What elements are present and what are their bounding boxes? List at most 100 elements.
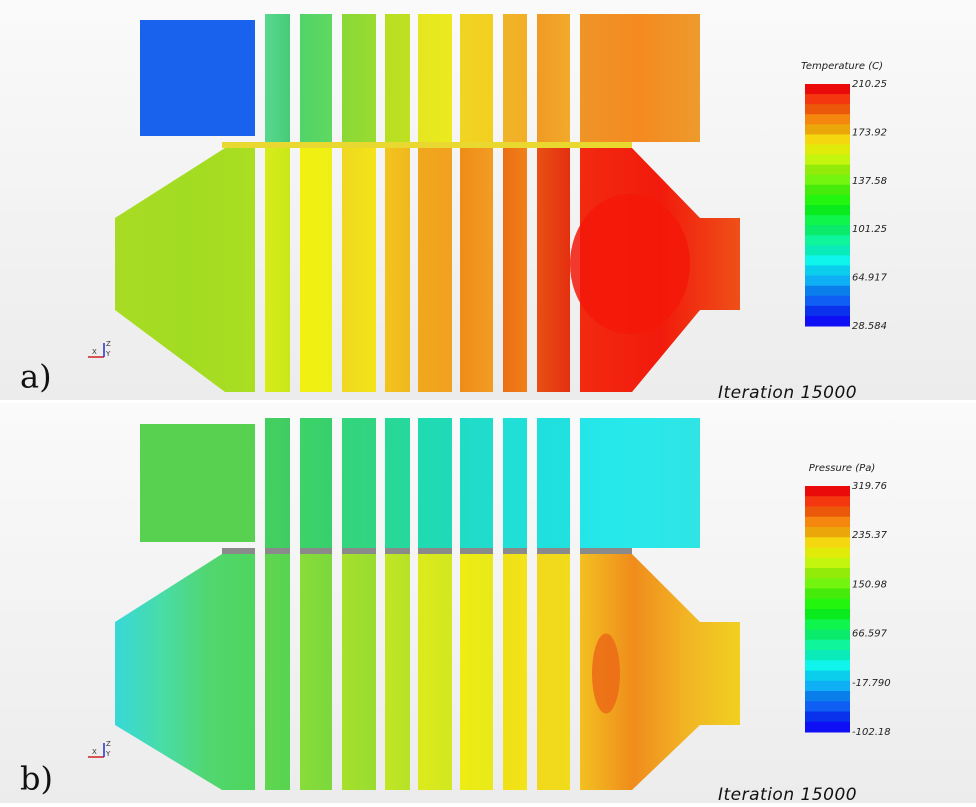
- colorbar-band: [805, 537, 850, 548]
- baffle: [300, 548, 332, 554]
- colorbar-band: [805, 194, 850, 206]
- channel-upper: [385, 418, 410, 548]
- channel-upper: [460, 14, 493, 142]
- colorbar-band: [805, 265, 850, 277]
- colorbar-band: [805, 275, 850, 287]
- colorbar-band: [805, 104, 850, 115]
- colorbar-band: [805, 506, 850, 518]
- baffle: [418, 548, 452, 554]
- channel-lower: [503, 148, 527, 392]
- colorbar-band: [805, 721, 850, 733]
- channel-lower: [342, 554, 376, 790]
- colorbar-band: [805, 680, 850, 692]
- colorbar-band: [805, 215, 850, 226]
- colorbar-band: [805, 670, 850, 682]
- baffle: [222, 548, 255, 554]
- channel-lower: [300, 148, 332, 392]
- colorbar-band: [805, 691, 850, 702]
- channel-upper: [300, 418, 332, 548]
- colorbar-band: [805, 154, 850, 166]
- lower-inlet: [115, 148, 255, 392]
- colorbar-band: [805, 84, 850, 95]
- colorbar-band: [805, 184, 850, 196]
- colorbar-band: [805, 305, 850, 317]
- iteration-label: Iteration 15000: [718, 383, 857, 403]
- colorbar-band: [805, 285, 850, 297]
- channel-lower: [385, 148, 410, 392]
- colorbar-band: [805, 225, 850, 236]
- channel-upper: [265, 14, 290, 142]
- axis-y-label: Y: [105, 350, 111, 358]
- channel-lower: [265, 148, 290, 392]
- legend-tick: 64.917: [852, 273, 888, 284]
- channel-upper: [418, 418, 452, 548]
- channel-lower: [537, 148, 570, 392]
- colorbar-band: [805, 295, 850, 307]
- channel-upper: [418, 14, 452, 142]
- lower-outlet: [580, 554, 740, 790]
- baffle: [537, 548, 570, 554]
- channel-lower: [460, 554, 493, 790]
- channel-upper: [503, 14, 527, 142]
- colorbar-band: [805, 114, 850, 125]
- colorbar-band: [805, 486, 850, 497]
- colorbar-band: [805, 235, 850, 246]
- legend-tick: -102.18: [852, 727, 891, 738]
- colorbar-band: [805, 588, 850, 600]
- colorbar-band: [805, 144, 850, 156]
- panel-label: b): [20, 760, 53, 798]
- colorbar-band: [805, 164, 850, 176]
- inlet-block: [140, 20, 255, 136]
- channel-lower: [537, 554, 570, 790]
- colorbar-band: [805, 134, 850, 145]
- baffle: [342, 548, 376, 554]
- channel-upper: [300, 14, 332, 142]
- channel-lower: [342, 148, 376, 392]
- legend-tick: 66.597: [852, 629, 888, 640]
- legend-tick: 210.25: [852, 79, 887, 90]
- colorbar-band: [805, 527, 850, 538]
- legend-tick: 235.37: [852, 530, 888, 541]
- axis-y-label: Y: [105, 750, 111, 758]
- colorbar-band: [805, 174, 850, 186]
- colorbar-band: [805, 619, 850, 630]
- panel-label: a): [20, 358, 52, 396]
- channel-upper: [385, 14, 410, 142]
- colorbar-band: [805, 711, 850, 723]
- channel-lower: [418, 554, 452, 790]
- colorbar-band: [805, 205, 850, 216]
- colorbar-band: [805, 629, 850, 641]
- legend-title: Temperature (C): [801, 61, 883, 72]
- channel-lower: [385, 554, 410, 790]
- colorbar-band: [805, 496, 850, 507]
- legend-tick: 101.25: [852, 224, 887, 235]
- baffle: [460, 548, 493, 554]
- channel-upper: [342, 418, 376, 548]
- colorbar-band: [805, 315, 850, 327]
- baffle: [385, 548, 410, 554]
- colorbar-band: [805, 245, 850, 256]
- legend-tick: -17.790: [852, 678, 891, 689]
- colorbar-band: [805, 255, 850, 266]
- channel-upper: [342, 14, 376, 142]
- channel-lower: [460, 148, 493, 392]
- outlet-block: [580, 14, 700, 142]
- outlet-block: [580, 418, 700, 548]
- axis-z-label: Z: [106, 340, 111, 348]
- colorbar-band: [805, 639, 850, 651]
- channel-upper: [537, 14, 570, 142]
- lower-inlet: [115, 554, 255, 790]
- colorbar-band: [805, 94, 850, 105]
- interface: [222, 142, 632, 148]
- contour-core: [592, 633, 620, 714]
- contour-core: [570, 194, 690, 334]
- channel-lower: [300, 554, 332, 790]
- colorbar-band: [805, 598, 850, 610]
- axis-x-label: X: [92, 348, 97, 356]
- legend-tick: 319.76: [852, 481, 887, 492]
- colorbar-band: [805, 609, 850, 620]
- legend-tick: 150.98: [852, 579, 887, 590]
- iteration-label: Iteration 15000: [718, 785, 857, 803]
